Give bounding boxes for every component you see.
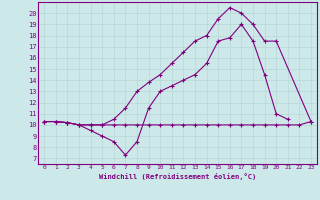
X-axis label: Windchill (Refroidissement éolien,°C): Windchill (Refroidissement éolien,°C) <box>99 173 256 180</box>
